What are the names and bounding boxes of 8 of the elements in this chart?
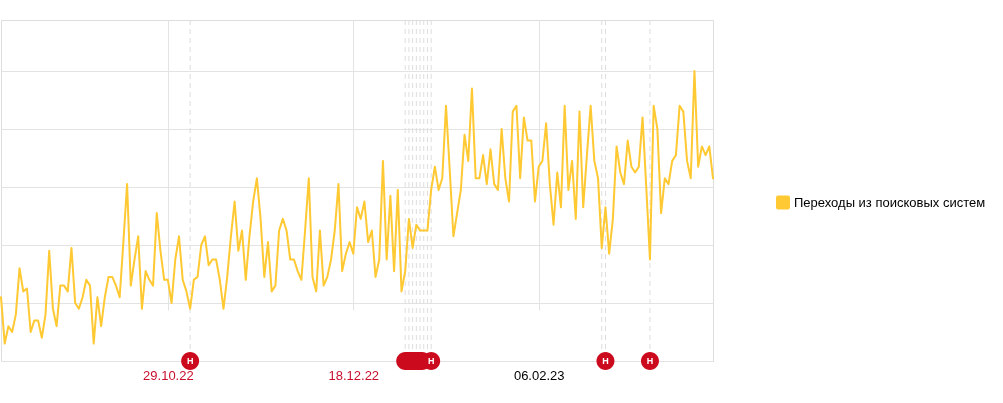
x-tick-label: 18.12.22 [328, 367, 380, 383]
x-tick-label: 29.10.22 [143, 367, 194, 383]
legend-label: Переходы из поисковых систем [794, 194, 986, 210]
ref-line-label: Н [186, 356, 194, 366]
x-tick-label: 06.02.23 [513, 367, 565, 383]
ref-line-label: Н [427, 356, 435, 366]
ref-line-label: Н [602, 356, 609, 366]
ref-line-label: Н [646, 356, 654, 366]
